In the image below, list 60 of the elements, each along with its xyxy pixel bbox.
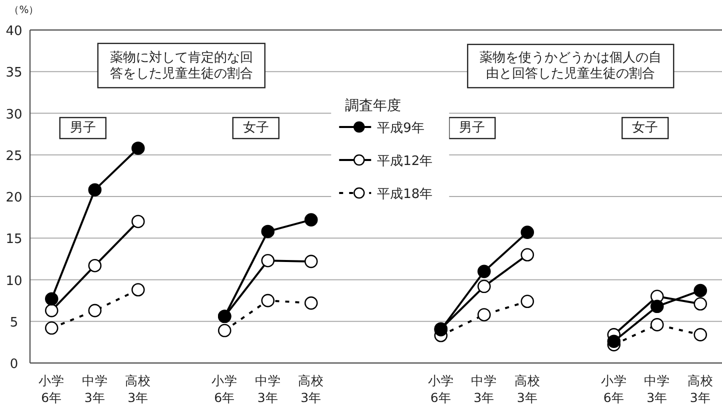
point xyxy=(44,292,58,306)
point xyxy=(131,214,145,228)
annotation: 女子 xyxy=(632,120,658,136)
x-tick-label: 小学 6年 xyxy=(212,373,238,405)
point xyxy=(477,280,491,294)
point xyxy=(607,334,621,348)
y-tick-label: 30 xyxy=(6,107,22,122)
x-tick-label: 小学 6年 xyxy=(428,373,454,405)
point xyxy=(88,304,102,318)
point xyxy=(650,318,664,332)
annotation: 男子 xyxy=(70,120,96,136)
legend-label: 平成12年 xyxy=(377,154,433,169)
annotation: 男子 xyxy=(459,120,486,136)
y-axis-title: （%） xyxy=(9,5,39,16)
point xyxy=(520,226,534,239)
y-tick-label: 10 xyxy=(6,274,22,289)
point xyxy=(477,264,491,278)
x-tick-label: 中学 3年 xyxy=(644,373,670,405)
point xyxy=(44,321,58,335)
annotation: 薬物に対して肯定的な回答をした児童生徒の割合 xyxy=(110,49,253,82)
point xyxy=(477,308,491,322)
point xyxy=(261,254,275,268)
point xyxy=(261,224,275,238)
point xyxy=(694,284,708,298)
point xyxy=(304,254,318,268)
legend-label: 平成18年 xyxy=(377,187,433,202)
x-tick-label: 小学 6年 xyxy=(38,373,65,405)
y-tick-label: 40 xyxy=(6,24,22,39)
point xyxy=(520,248,534,262)
x-tick-label: 中学 3年 xyxy=(82,373,108,405)
y-tick-label: 0 xyxy=(10,357,18,372)
legend-title: 調査年度 xyxy=(345,98,402,114)
point xyxy=(88,258,102,272)
annotation: 女子 xyxy=(242,120,269,136)
y-tick-label: 25 xyxy=(6,148,22,164)
x-tick-label: 高校 3年 xyxy=(125,373,152,405)
y-tick-label: 20 xyxy=(6,190,22,206)
x-tick-label: 中学 3年 xyxy=(471,373,498,405)
annotation: 薬物を使うかどうかは個人の自由と回答した児童生徒の割合 xyxy=(480,50,662,82)
legend-label: 平成9年 xyxy=(377,121,424,136)
point xyxy=(304,296,318,310)
point xyxy=(131,283,145,296)
x-tick-label: 小学 6年 xyxy=(600,373,627,405)
point xyxy=(131,142,145,155)
x-tick-label: 高校 3年 xyxy=(298,373,324,405)
point xyxy=(520,294,534,308)
y-tick-label: 15 xyxy=(6,232,22,248)
point xyxy=(88,183,102,196)
point xyxy=(694,328,708,342)
y-tick-label: 5 xyxy=(10,315,18,330)
point xyxy=(261,294,275,308)
point xyxy=(694,297,708,311)
point xyxy=(218,324,232,338)
y-tick-label: 35 xyxy=(6,66,22,81)
x-tick-label: 中学 3年 xyxy=(254,373,281,405)
x-tick-label: 高校 3年 xyxy=(514,373,540,405)
point xyxy=(304,213,318,226)
point xyxy=(650,300,664,314)
point xyxy=(44,304,58,318)
x-tick-label: 高校 3年 xyxy=(687,373,714,405)
